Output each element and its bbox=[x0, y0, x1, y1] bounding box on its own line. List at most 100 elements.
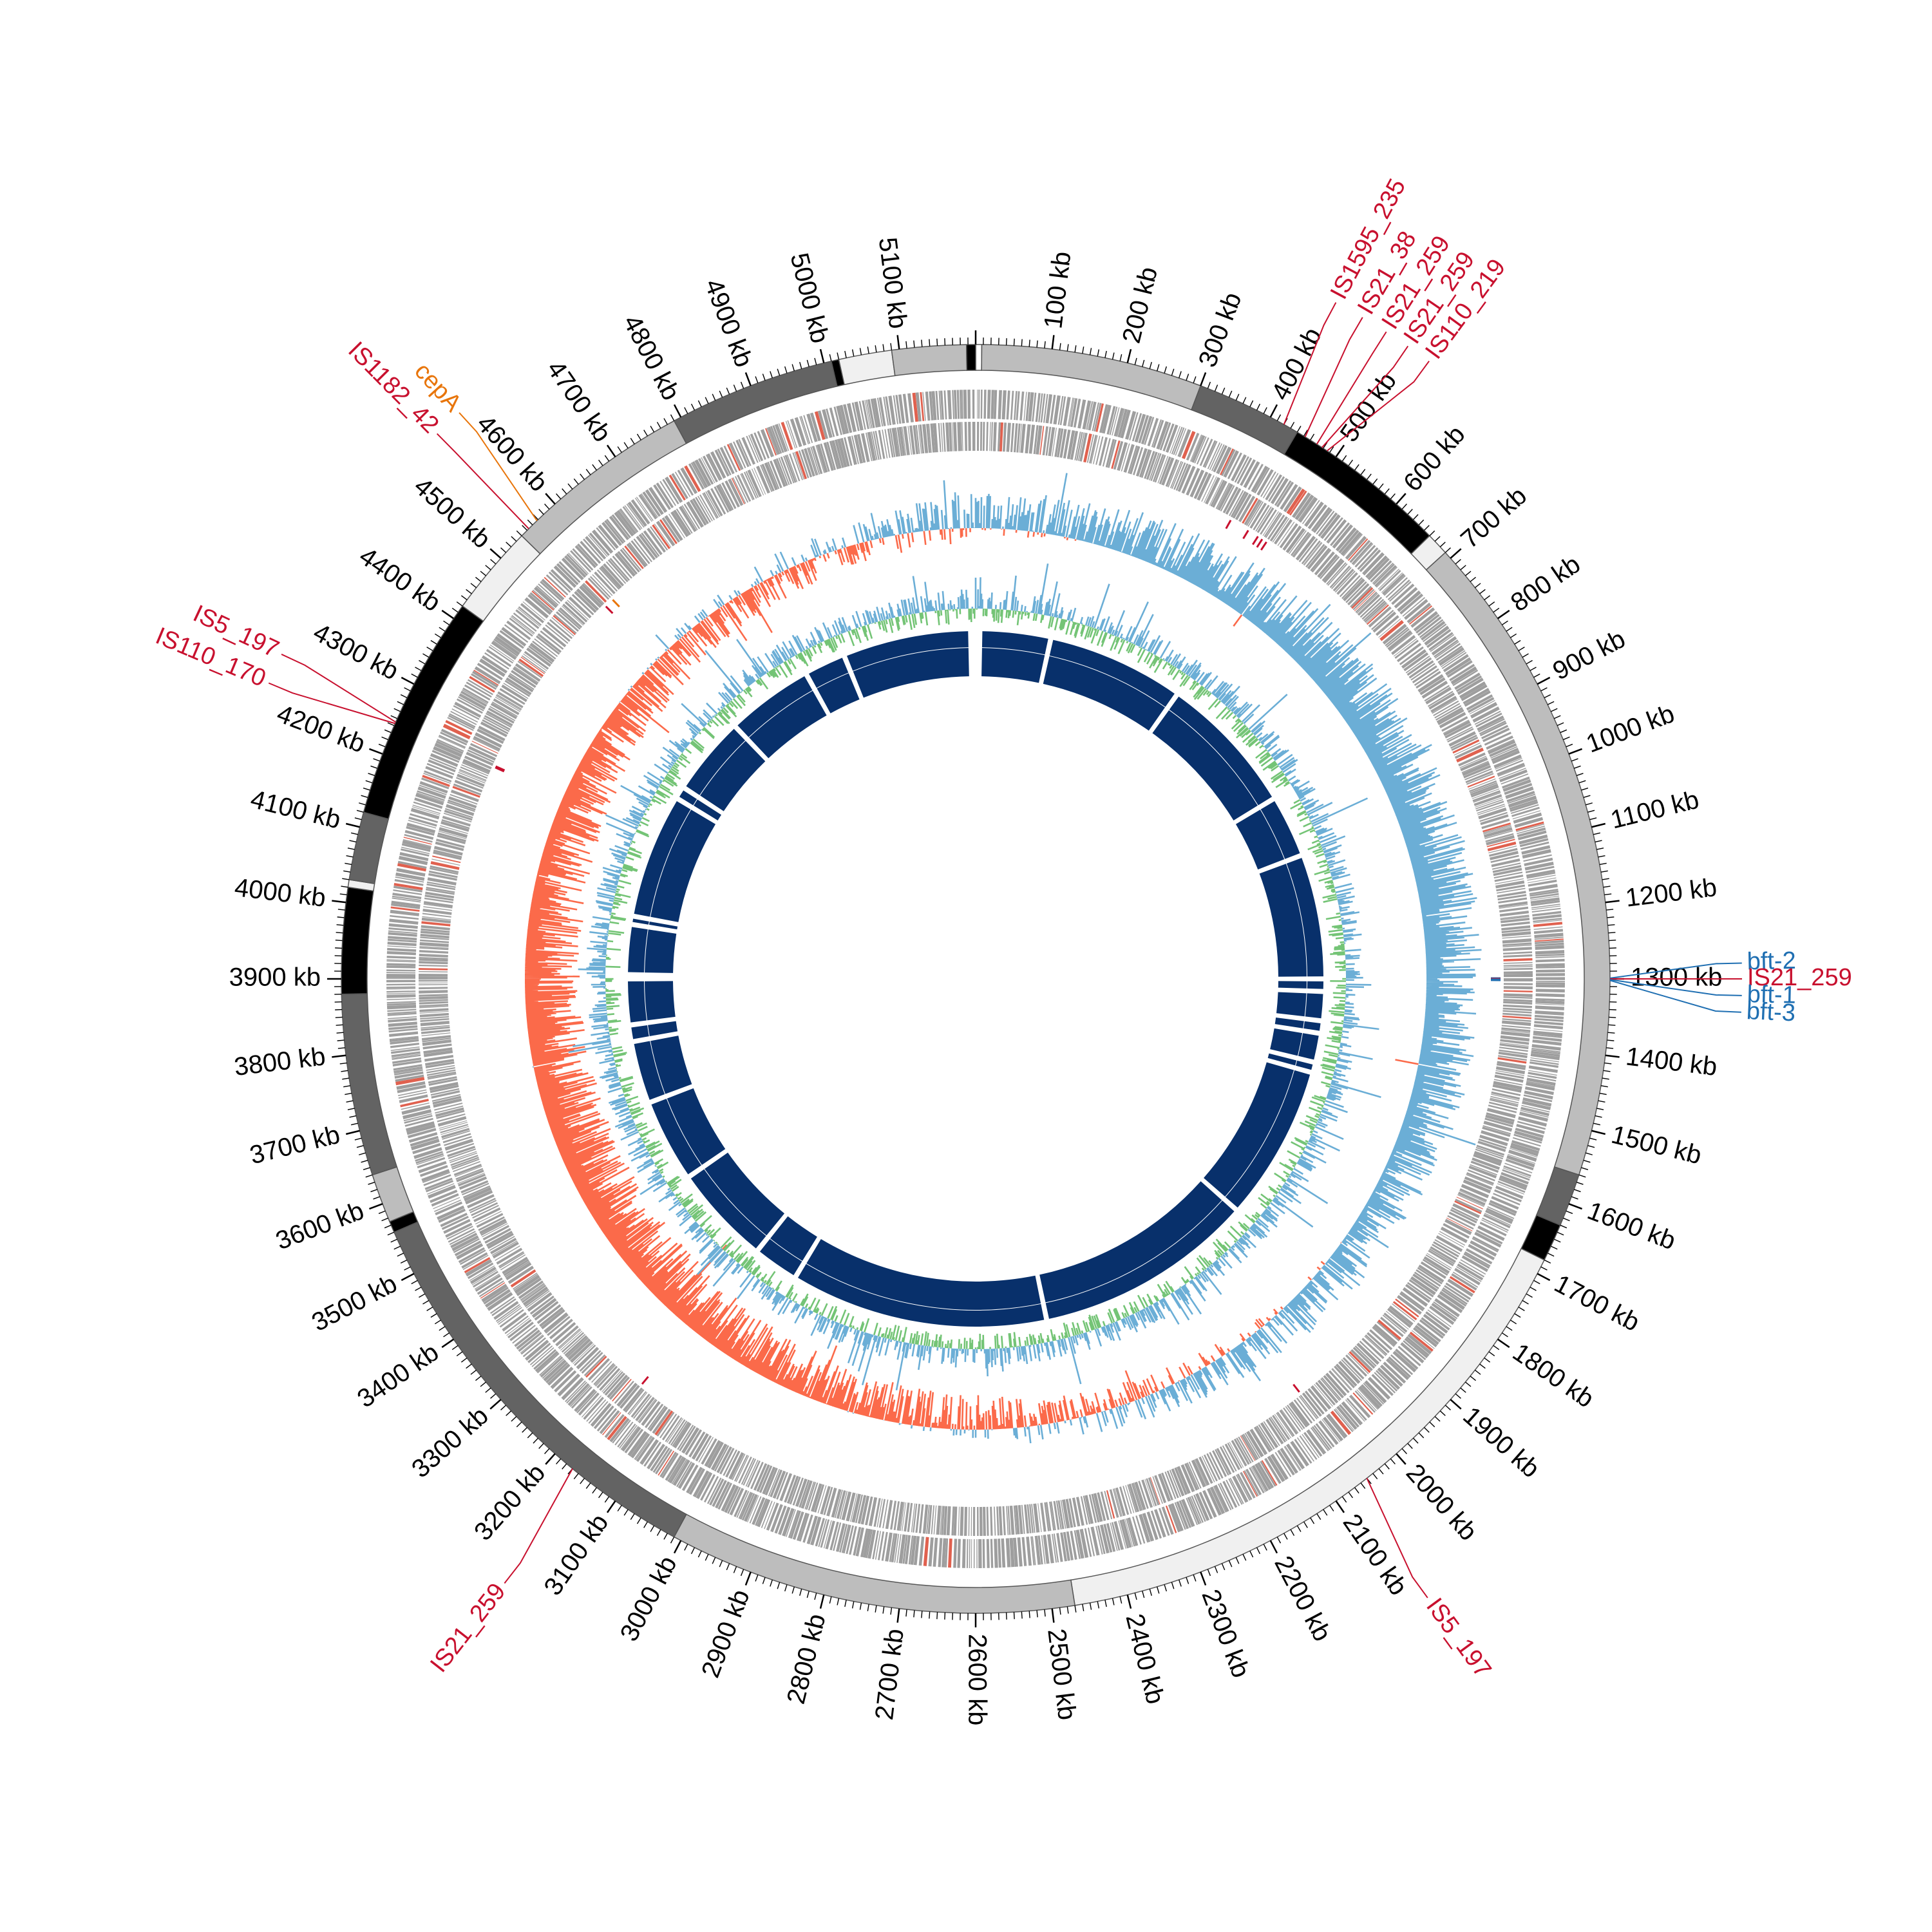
gene-block bbox=[1354, 1345, 1377, 1367]
gene-block bbox=[1159, 456, 1171, 485]
gene-block bbox=[1491, 748, 1519, 762]
gene-block bbox=[1044, 1502, 1050, 1531]
gene-block bbox=[1292, 533, 1311, 557]
gene-block bbox=[1497, 1061, 1526, 1068]
minor-tick bbox=[851, 1601, 855, 1609]
gene-block bbox=[1432, 698, 1458, 714]
gene-block bbox=[737, 475, 752, 502]
minor-tick bbox=[378, 1210, 386, 1215]
gene-block bbox=[406, 822, 436, 834]
gene-block bbox=[1387, 630, 1412, 651]
gene-block bbox=[969, 1539, 971, 1568]
gene-block bbox=[514, 1327, 538, 1347]
gene-block bbox=[1093, 435, 1101, 464]
gene-block bbox=[1503, 971, 1533, 974]
gene-block bbox=[1535, 993, 1565, 998]
gene-block bbox=[423, 1047, 453, 1054]
gene-block bbox=[425, 766, 453, 779]
gene-block bbox=[419, 976, 448, 980]
gene-block bbox=[1276, 1412, 1294, 1437]
gene-block bbox=[396, 1081, 426, 1090]
gene-block bbox=[502, 1256, 528, 1274]
gene-block bbox=[1191, 435, 1206, 463]
gene-block bbox=[1319, 556, 1340, 580]
gene-block bbox=[509, 672, 535, 690]
gene-block bbox=[1099, 404, 1108, 433]
gene-block bbox=[1321, 1377, 1341, 1400]
gene-block bbox=[1394, 639, 1419, 659]
gene-block bbox=[1463, 688, 1490, 705]
gene-block bbox=[1358, 1388, 1379, 1410]
gene-block bbox=[542, 627, 567, 648]
gene-block bbox=[1503, 993, 1533, 998]
gene-block bbox=[770, 460, 782, 489]
gene-block bbox=[787, 420, 798, 448]
gene-block bbox=[779, 1473, 793, 1502]
gene-block bbox=[1086, 401, 1094, 430]
gene-block bbox=[992, 422, 997, 451]
gene-block bbox=[439, 734, 466, 748]
gene-block bbox=[596, 1365, 618, 1388]
gene-block bbox=[796, 1512, 808, 1541]
gene-block bbox=[918, 1536, 925, 1566]
gene-block bbox=[391, 1051, 421, 1057]
gene-block bbox=[925, 392, 931, 421]
gene-block bbox=[748, 435, 761, 462]
tick-label: 1400 kb bbox=[1624, 1042, 1719, 1081]
minor-tick bbox=[762, 374, 766, 381]
gene-block bbox=[1436, 706, 1463, 724]
gene-block bbox=[913, 425, 919, 455]
gene-block bbox=[1247, 501, 1264, 527]
minor-tick bbox=[1571, 758, 1578, 762]
gene-block bbox=[1006, 390, 1010, 420]
gene-block bbox=[1372, 1327, 1395, 1347]
gene-block bbox=[1479, 1134, 1508, 1146]
gene-block bbox=[1367, 1332, 1390, 1354]
gene-block bbox=[446, 1226, 473, 1240]
gene-block bbox=[963, 390, 967, 419]
gene-block bbox=[1430, 1246, 1456, 1264]
gene-block bbox=[1108, 439, 1117, 468]
minor-tick bbox=[1263, 407, 1267, 414]
gene-block bbox=[734, 1454, 748, 1482]
gene-block bbox=[1313, 1425, 1332, 1449]
minor-tick bbox=[1470, 1376, 1476, 1381]
gene-block bbox=[1525, 866, 1555, 874]
gene-block bbox=[1490, 851, 1519, 860]
gene-block bbox=[723, 1449, 737, 1476]
gene-block bbox=[484, 652, 509, 670]
gene-block bbox=[431, 1193, 459, 1207]
minor-tick bbox=[1444, 1405, 1451, 1410]
gc-skew-positive bbox=[533, 473, 1482, 1444]
gene-block bbox=[1350, 585, 1372, 608]
gene-block bbox=[1482, 727, 1510, 743]
gene-block bbox=[639, 1439, 659, 1465]
gene-block bbox=[735, 1455, 750, 1482]
gene-block bbox=[1296, 1397, 1316, 1422]
tick-label: 300 kb bbox=[1193, 289, 1247, 371]
minor-tick bbox=[1372, 1473, 1378, 1479]
minor-tick bbox=[1401, 504, 1407, 510]
gene-block bbox=[469, 1266, 497, 1284]
gene-block bbox=[1209, 1486, 1226, 1515]
gene-block bbox=[1516, 1124, 1545, 1134]
gene-block bbox=[1495, 880, 1525, 889]
minor-tick bbox=[1587, 1145, 1595, 1148]
gene-block bbox=[940, 422, 943, 452]
gene-block bbox=[1095, 1526, 1103, 1555]
gene-block bbox=[1475, 797, 1503, 808]
major-tick bbox=[441, 609, 455, 620]
minor-tick bbox=[1149, 1589, 1152, 1596]
gene-block bbox=[1154, 1475, 1167, 1504]
gene-block bbox=[760, 464, 773, 492]
gene-block bbox=[1128, 445, 1138, 474]
minor-tick bbox=[1082, 1604, 1084, 1611]
gene-block bbox=[1144, 417, 1155, 445]
gene-block bbox=[386, 960, 416, 963]
minor-tick bbox=[1407, 1443, 1413, 1449]
gene-block bbox=[1177, 1466, 1191, 1494]
gene-block bbox=[989, 422, 991, 451]
gene-block bbox=[1110, 1522, 1118, 1551]
gene-block bbox=[1533, 1036, 1562, 1042]
